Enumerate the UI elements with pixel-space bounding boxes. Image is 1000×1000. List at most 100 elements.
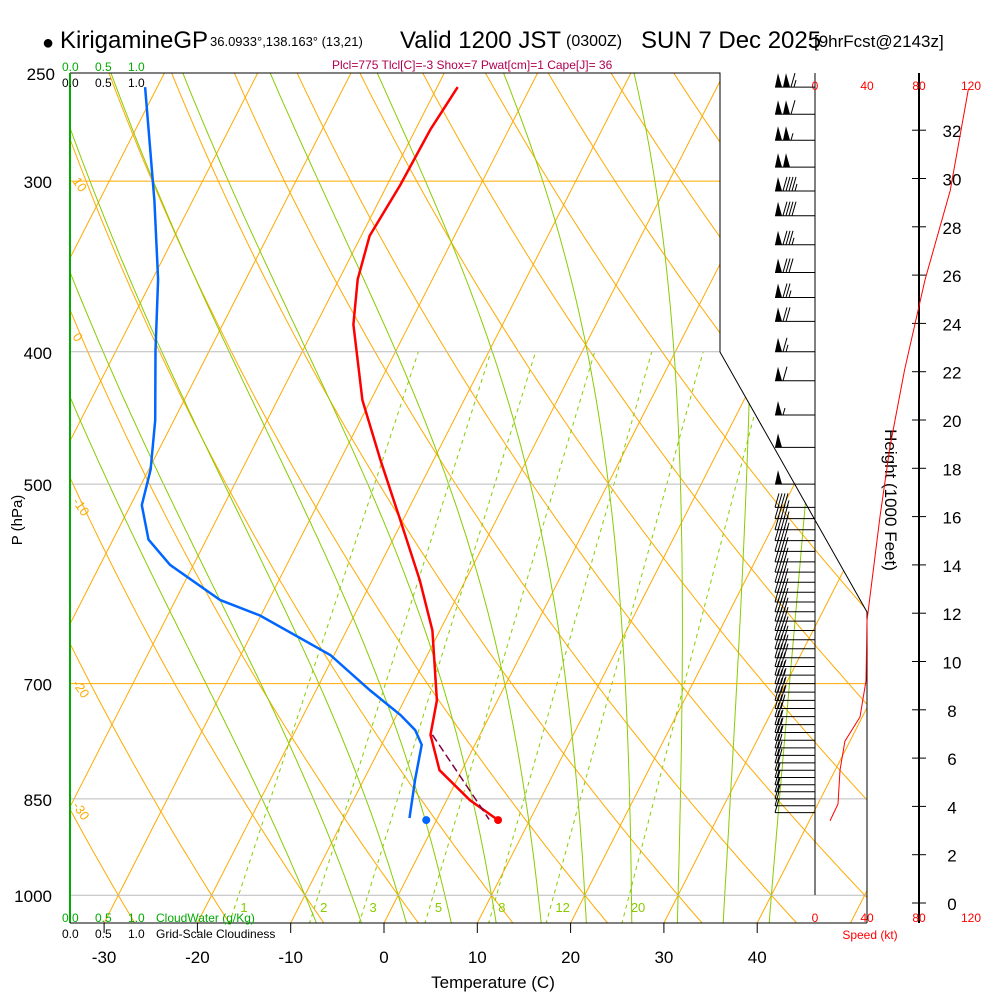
wind-barb-flag xyxy=(775,283,782,298)
wind-barb-flag xyxy=(775,400,782,415)
speed-tick-label-bottom: 120 xyxy=(961,911,981,925)
wind-barb-half-feather xyxy=(780,725,784,733)
wind-barb-feather xyxy=(780,686,786,701)
adiabat-label: -10 xyxy=(70,495,93,519)
wind-barb-feather xyxy=(782,307,788,322)
wind-barb-feather xyxy=(774,652,780,667)
wind-barb xyxy=(774,748,815,764)
height-tick-label: 12 xyxy=(943,605,962,624)
pressure-tick-label: 700 xyxy=(24,676,52,695)
wind-barb-feather xyxy=(780,694,786,709)
dry-adiabat xyxy=(471,73,867,923)
x-tick-label: 10 xyxy=(468,948,487,967)
wind-barb-flag xyxy=(775,176,782,191)
wind-barb-flag xyxy=(783,126,790,141)
isotherm-line xyxy=(70,73,352,923)
cloud-scale-label: 1.0 xyxy=(128,911,145,925)
dry-adiabat xyxy=(161,73,709,923)
cloud-scale-label: 1.0 xyxy=(128,60,145,74)
height-tick-label: 22 xyxy=(943,364,962,383)
x-tick-label: 0 xyxy=(379,948,388,967)
wind-barb-feather xyxy=(774,557,780,573)
cloudiness-label: Grid-Scale Cloudiness xyxy=(156,927,275,941)
wind-barb-half-feather xyxy=(783,667,787,676)
wind-barb-feather xyxy=(788,258,794,273)
wind-barb xyxy=(774,515,815,531)
wind-barb xyxy=(775,230,815,246)
wind-barb-feather xyxy=(774,784,780,799)
isotherm-line xyxy=(662,73,867,923)
wind-barb-feather xyxy=(774,493,780,508)
isotherm-line xyxy=(289,73,725,923)
wind-barb-flag xyxy=(775,307,782,322)
wind-barb-feather xyxy=(780,677,786,693)
wind-barb-flag xyxy=(775,153,782,168)
wind-barb xyxy=(774,710,815,726)
mixing-ratio-line xyxy=(358,351,537,923)
station-dot: ● xyxy=(42,32,55,54)
height-tick-label: 10 xyxy=(943,654,962,673)
wind-barb-feather xyxy=(790,72,796,88)
wind-barb xyxy=(774,702,815,718)
wind-barb-feather xyxy=(777,694,783,709)
wind-barb-feather xyxy=(774,763,780,778)
wind-barb-feather xyxy=(791,176,797,192)
wind-barb-feather xyxy=(774,643,780,658)
wind-barb xyxy=(774,718,815,733)
wind-barb xyxy=(775,433,815,448)
wind-barb-feather xyxy=(777,652,783,667)
wind-barb-flag xyxy=(775,100,782,115)
moist-adiabat xyxy=(493,73,633,923)
forecast-info: [9hrFcst@2143z] xyxy=(814,32,944,51)
wind-barb-feather xyxy=(780,669,786,684)
wind-barb-feather xyxy=(777,710,783,725)
wind-barb-feather xyxy=(782,366,788,381)
wind-barb xyxy=(774,526,815,542)
wind-barb-half-feather xyxy=(791,237,795,245)
mixing-ratio-line xyxy=(545,351,704,923)
wind-barb-feather xyxy=(774,547,780,562)
wind-barb xyxy=(775,470,815,485)
wind-barb xyxy=(774,537,815,552)
wind-barb-feather xyxy=(774,748,780,764)
wind-barb-feather xyxy=(774,726,780,741)
isotherm-line xyxy=(382,73,818,923)
mixing-ratio-label: 1 xyxy=(240,900,247,915)
mixing-ratio-line xyxy=(487,351,653,923)
wind-barb-feather xyxy=(782,176,788,192)
isotherm-line xyxy=(103,73,539,923)
moist-adiabat xyxy=(768,73,840,923)
wind-barb-feather xyxy=(774,798,780,813)
wind-barb-feather xyxy=(785,258,791,273)
wind-barb-flag xyxy=(775,73,782,88)
speed-axis-label: Speed (kt) xyxy=(842,928,897,942)
wind-barb xyxy=(775,201,815,217)
speed-tick-label-top: 120 xyxy=(961,79,981,93)
cloud-scale-label: 0.5 xyxy=(95,927,112,941)
y-axis-title: P (hPa) xyxy=(9,495,26,546)
wind-barb-feather xyxy=(777,741,783,756)
wind-barb-half-feather xyxy=(794,183,798,192)
wind-barb xyxy=(775,337,815,353)
station-name: KirigamineGP xyxy=(60,27,209,54)
cloud-scale-label: 0.0 xyxy=(62,911,79,925)
wind-barb-feather xyxy=(774,718,780,733)
wind-barb xyxy=(775,126,815,141)
isotherm-label: 0 xyxy=(726,218,750,241)
wind-barb-feather xyxy=(774,660,780,676)
wind-barb-half-feather xyxy=(782,407,786,416)
dry-adiabat xyxy=(285,73,867,923)
wind-barb-feather xyxy=(782,258,788,273)
height-axis-title: Height (1000 Feet) xyxy=(881,429,900,571)
wind-barb-feather xyxy=(774,597,780,612)
wind-barb xyxy=(774,763,815,779)
wind-barb-half-feather xyxy=(783,684,787,693)
wind-barb xyxy=(775,307,815,322)
wind-barb xyxy=(775,100,815,115)
wind-barb-half-feather xyxy=(777,763,781,771)
wind-barb-flag xyxy=(775,201,782,216)
dry-adiabat xyxy=(70,73,519,923)
wind-barb-flag xyxy=(775,126,782,141)
wind-barb-half-feather xyxy=(785,344,789,352)
